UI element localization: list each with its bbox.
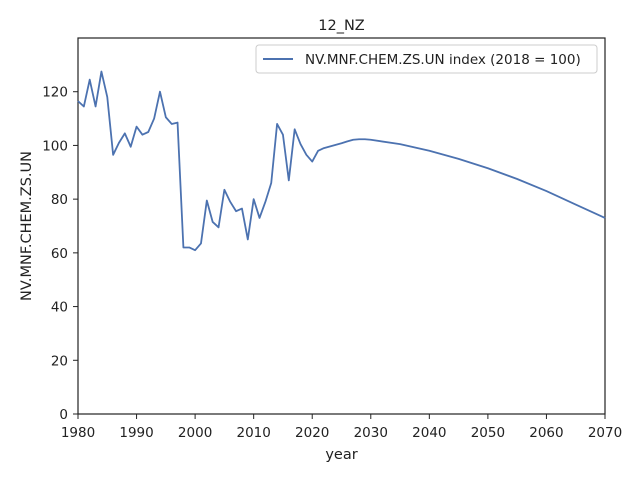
legend: NV.MNF.CHEM.ZS.UN index (2018 = 100)	[255, 44, 598, 74]
y-tick-label: 0	[59, 407, 68, 423]
x-axis: 1980 1990 2000 2010 2020 2030 2040 2050 2060 2070	[61, 414, 622, 441]
plot-area	[77, 37, 606, 415]
x-axis-title: year	[325, 447, 357, 463]
y-tick-label: 100	[42, 138, 68, 154]
chart-title: 12_NZ	[318, 18, 365, 34]
y-tick-label: 120	[42, 85, 68, 101]
y-axis-title: NV.MNF.CHEM.ZS.UN	[19, 151, 35, 301]
x-tick-label: 2030	[354, 425, 388, 441]
series-group	[77, 70, 606, 252]
x-tick-label: 2050	[471, 425, 505, 441]
series-line	[77, 70, 606, 252]
legend-label: NV.MNF.CHEM.ZS.UN index (2018 = 100)	[305, 52, 581, 68]
legend-box	[255, 44, 598, 74]
x-tick-label: 1990	[119, 425, 153, 441]
x-tick-label: 1980	[61, 425, 95, 441]
y-tick-label: 80	[51, 192, 68, 208]
x-tick-label: 2060	[529, 425, 563, 441]
x-tick-label: 2020	[295, 425, 329, 441]
y-tick-label: 20	[51, 353, 68, 369]
x-tick-label: 2040	[412, 425, 446, 441]
x-tick-label: 2070	[588, 425, 622, 441]
y-tick-label: 40	[51, 300, 68, 316]
y-axis: 0 20 40 60 80 100 120	[42, 85, 78, 423]
y-tick-label: 60	[51, 246, 68, 262]
x-tick-label: 2000	[178, 425, 212, 441]
x-tick-label: 2010	[236, 425, 270, 441]
plot-frame	[77, 37, 606, 415]
